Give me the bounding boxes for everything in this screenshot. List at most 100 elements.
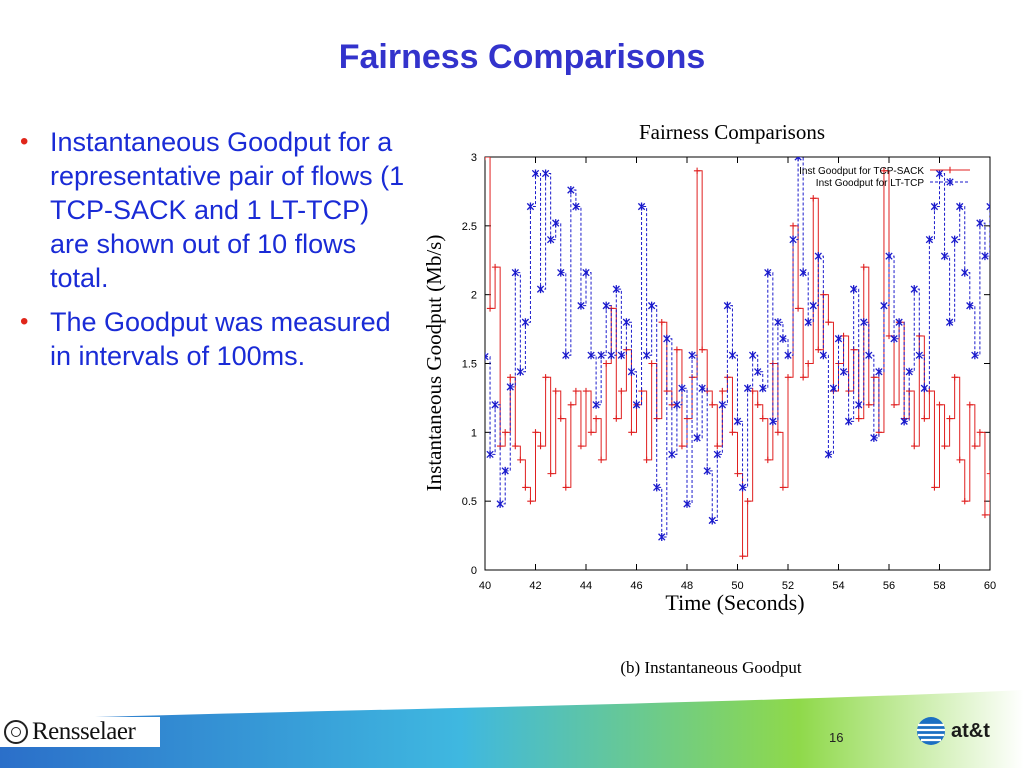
data-point [502, 429, 509, 436]
data-point [930, 202, 939, 211]
data-point [920, 384, 929, 393]
data-point [602, 301, 610, 310]
footer-band [0, 690, 1024, 768]
data-point [485, 352, 489, 361]
data-point [683, 499, 691, 508]
data-point [486, 450, 494, 459]
data-point [748, 351, 757, 360]
data-point [546, 235, 555, 244]
data-point [668, 450, 676, 459]
data-point [714, 442, 721, 450]
data-point [911, 442, 918, 450]
data-point [815, 346, 822, 353]
y-tick-label: 0 [471, 565, 477, 577]
data-point [759, 415, 766, 422]
slide-title: Fairness Comparisons [338, 38, 706, 76]
data-point [562, 484, 569, 491]
data-point [572, 387, 580, 395]
data-point [779, 484, 787, 491]
data-point [582, 387, 590, 395]
data-point [961, 497, 968, 505]
data-point [658, 319, 665, 326]
data-point [603, 360, 610, 367]
data-point [491, 400, 499, 409]
data-point [708, 516, 716, 525]
data-point [794, 157, 802, 161]
chart-caption: (b) Instantaneous Goodput [620, 658, 802, 677]
att-logo: at&t [916, 716, 990, 746]
data-point [825, 319, 832, 326]
bullet-list: • Instantaneous Goodput for a representa… [14, 125, 414, 383]
data-point [592, 415, 600, 422]
plot-area: 40 42 44 46 48 50 52 54 56 58 60 0 0.5 1 1.5 2 2.5 3 Inst … [462, 152, 996, 592]
bullet-dot-icon: • [20, 128, 29, 155]
data-point [915, 351, 923, 360]
data-point [860, 318, 868, 327]
data-point [774, 429, 782, 436]
data-point [577, 301, 585, 310]
data-point [607, 351, 615, 360]
data-point [976, 429, 984, 436]
data-point [632, 400, 641, 409]
data-point [673, 346, 681, 353]
data-point [537, 442, 544, 450]
data-point [693, 433, 701, 442]
legend-label: Inst Goodput for TCP-SACK [799, 166, 924, 177]
data-point [541, 169, 550, 178]
data-point [718, 400, 727, 409]
y-tick-label: 1 [471, 427, 477, 439]
data-point [890, 401, 898, 408]
data-point [946, 178, 954, 186]
data-point [613, 415, 620, 422]
data-point [839, 367, 848, 376]
data-point [784, 374, 792, 381]
data-point [966, 301, 974, 310]
data-point [921, 415, 928, 422]
data-point [486, 305, 494, 312]
data-point [739, 553, 746, 560]
data-point [642, 351, 651, 360]
data-point [658, 532, 666, 541]
x-tick-label: 54 [832, 580, 844, 592]
data-point [562, 351, 570, 360]
data-point [885, 252, 893, 261]
data-point [597, 351, 605, 360]
data-point [703, 466, 711, 475]
data-point [512, 442, 519, 450]
data-point [713, 450, 721, 459]
data-point [743, 384, 752, 393]
data-point [567, 186, 575, 195]
data-point [855, 415, 862, 422]
rensselaer-seal-icon [4, 720, 28, 744]
data-point [925, 235, 934, 244]
x-tick-label: 44 [580, 580, 592, 592]
series-group [485, 157, 990, 560]
data-point [542, 374, 549, 381]
data-point [496, 499, 504, 508]
data-point [900, 417, 908, 426]
data-point [552, 219, 560, 228]
data-point [592, 400, 600, 409]
data-point [557, 415, 564, 422]
data-point [698, 384, 706, 393]
data-point [567, 401, 575, 408]
bullet-text: The Goodput was measured in intervals of… [50, 307, 391, 371]
data-point [688, 351, 696, 360]
data-point [759, 384, 767, 393]
data-point [764, 456, 771, 464]
data-point [986, 470, 990, 477]
data-point [804, 318, 812, 327]
data-point [961, 268, 969, 277]
data-point [819, 351, 828, 360]
data-point [870, 433, 878, 442]
x-tick-label: 42 [529, 580, 541, 592]
x-tick-label: 52 [782, 580, 794, 592]
data-point [860, 263, 867, 271]
data-point [527, 497, 534, 505]
data-point [516, 367, 525, 376]
data-point [956, 202, 964, 211]
data-point [809, 301, 817, 310]
chart-title: Fairness Comparisons [639, 120, 825, 144]
data-point [946, 415, 953, 422]
data-point [880, 167, 888, 174]
